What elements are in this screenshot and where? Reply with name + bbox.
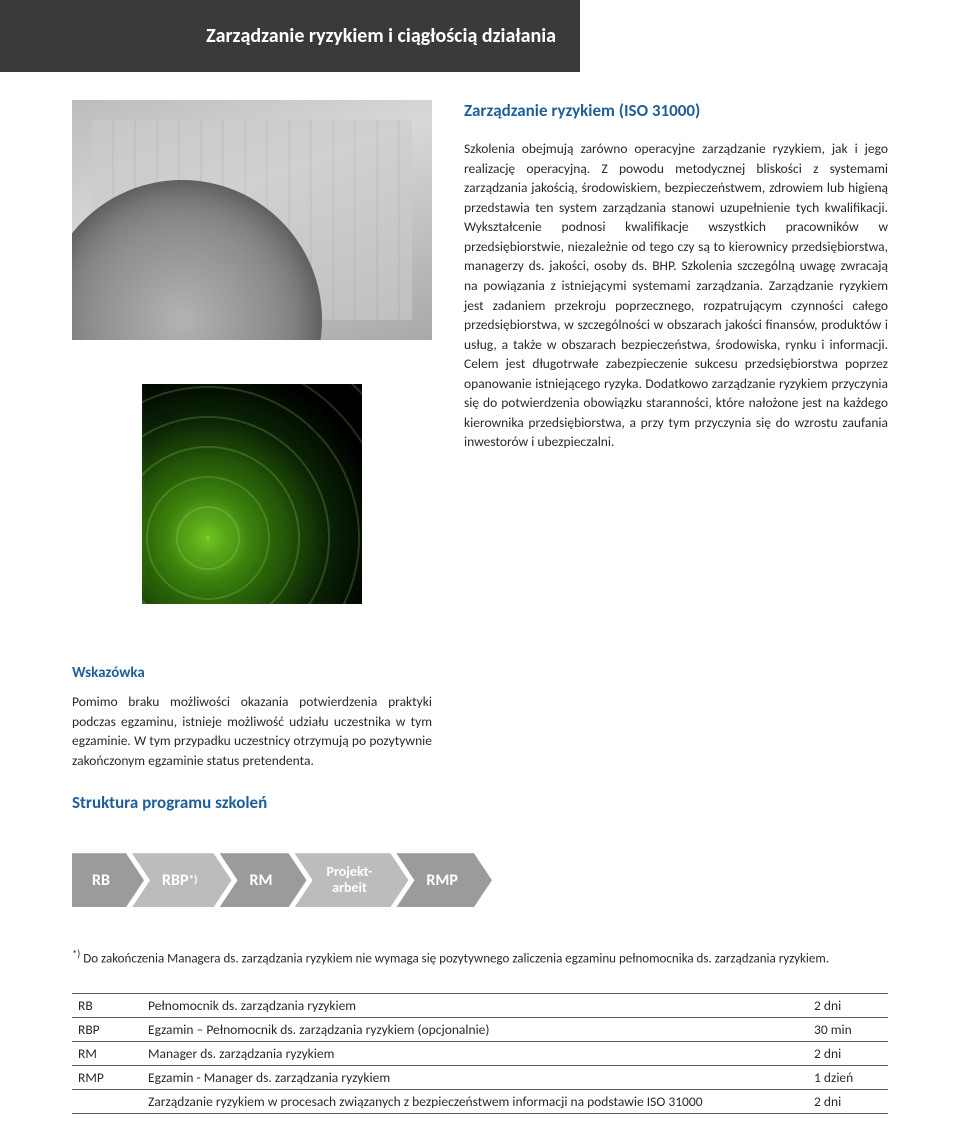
table-row: RBP Egzamin – Pełnomocnik ds. zarządzani…: [72, 1017, 888, 1041]
cell-desc: Pełnomocnik ds. zarządzania ryzykiem: [142, 993, 808, 1017]
structure-heading: Struktura programu szkoleń: [0, 786, 960, 833]
chevron-rm: RM: [220, 853, 307, 907]
cell-desc: Manager ds. zarządzania ryzykiem: [142, 1041, 808, 1065]
chevron-label: RM: [250, 871, 273, 890]
left-column: Wskazówka Pomimo braku możliwości okazan…: [72, 100, 432, 770]
table-row: Zarządzanie ryzykiem w procesach związan…: [72, 1089, 888, 1113]
chevron-label: Projekt- arbeit: [327, 864, 373, 896]
table-row: RB Pełnomocnik ds. zarządzania ryzykiem …: [72, 993, 888, 1017]
hero-image: [72, 100, 432, 340]
cell-dur: 2 dni: [808, 1041, 888, 1065]
cell-desc: Zarządzanie ryzykiem w procesach związan…: [142, 1089, 808, 1113]
cell-dur: 2 dni: [808, 1089, 888, 1113]
page-title: Zarządzanie ryzykiem i ciągłością działa…: [206, 24, 556, 48]
table-row: RM Manager ds. zarządzania ryzykiem 2 dn…: [72, 1041, 888, 1065]
cell-desc: Egzamin – Pełnomocnik ds. zarządzania ry…: [142, 1017, 808, 1041]
chevron-sup: *): [188, 873, 197, 887]
cell-code: RM: [72, 1041, 142, 1065]
cell-code: RB: [72, 993, 142, 1017]
chevron-rmp: RMP: [396, 853, 492, 907]
tip-body: Pomimo braku możliwości okazania potwier…: [72, 692, 432, 770]
radar-image: [142, 384, 362, 604]
chevron-row: RB RBP*) RM Projekt- arbeit RMP: [0, 833, 960, 937]
chevron-label: RMP: [426, 871, 458, 890]
schedule-table-wrap: RB Pełnomocnik ds. zarządzania ryzykiem …: [0, 987, 960, 1144]
radar-graphic: [142, 384, 362, 604]
cell-dur: 30 min: [808, 1017, 888, 1041]
right-column: Zarządzanie ryzykiem (ISO 31000) Szkolen…: [464, 100, 888, 770]
footnote: *) Do zakończenia Managera ds. zarządzan…: [0, 937, 960, 986]
cell-desc: Egzamin - Manager ds. zarządzania ryzyki…: [142, 1065, 808, 1089]
cell-dur: 1 dzień: [808, 1065, 888, 1089]
page-header: Zarządzanie ryzykiem i ciągłością działa…: [0, 0, 580, 72]
section-body: Szkolenia obejmują zarówno operacyjne za…: [464, 139, 888, 452]
cell-code: RMP: [72, 1065, 142, 1089]
chevron-rb: RB: [72, 853, 144, 907]
table-row: RMP Egzamin - Manager ds. zarządzania ry…: [72, 1065, 888, 1089]
schedule-table: RB Pełnomocnik ds. zarządzania ryzykiem …: [72, 993, 888, 1114]
chevron-rbp: RBP*): [132, 853, 232, 907]
two-column-layout: Wskazówka Pomimo braku możliwości okazan…: [0, 72, 960, 786]
chevron-label: RBP: [162, 871, 189, 890]
cell-code: RBP: [72, 1017, 142, 1041]
chevron-label: RB: [92, 871, 110, 890]
tip-heading: Wskazówka: [72, 664, 432, 682]
chevron-projekt: Projekt- arbeit: [295, 853, 409, 907]
section-subheading: Zarządzanie ryzykiem (ISO 31000): [464, 100, 888, 121]
footnote-text: Do zakończenia Managera ds. zarządzania …: [80, 952, 829, 967]
cell-dur: 2 dni: [808, 993, 888, 1017]
cell-code: [72, 1089, 142, 1113]
